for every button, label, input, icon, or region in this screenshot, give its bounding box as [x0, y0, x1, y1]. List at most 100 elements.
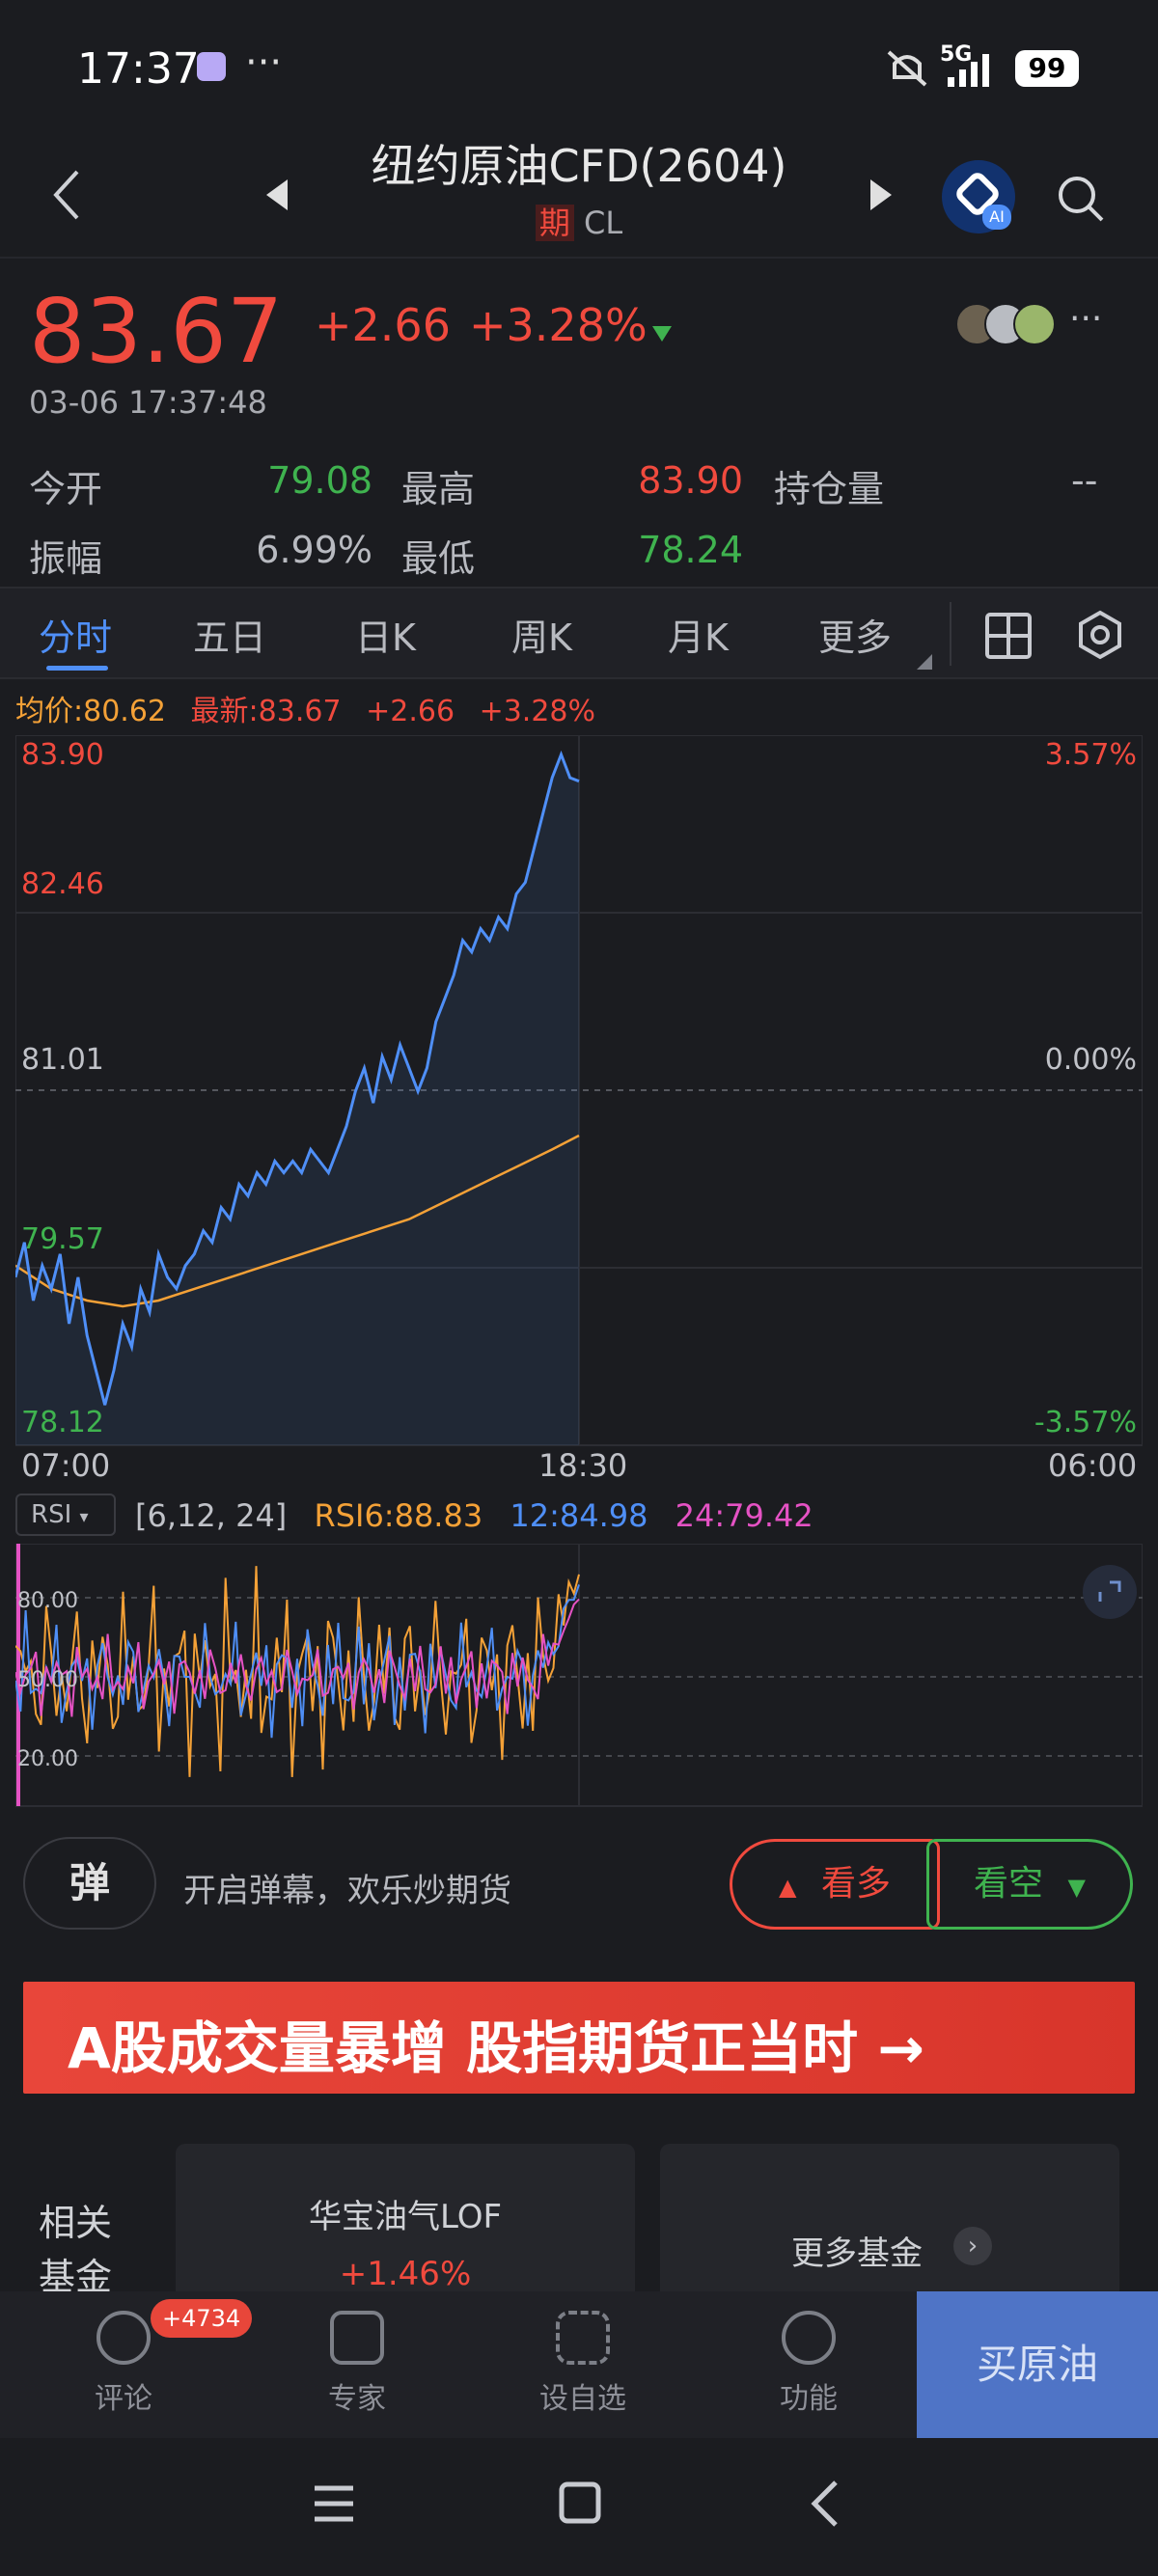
- stat-value-high: 83.90: [638, 459, 743, 502]
- menu-list-icon: [782, 2311, 836, 2365]
- rsi-level-label: 20.00: [17, 1747, 78, 1771]
- tab-weekly-k[interactable]: 周K: [511, 617, 572, 659]
- intraday-chart[interactable]: 83.90 82.46 81.01 79.57 78.12 3.57% 0.00…: [15, 735, 1143, 1449]
- danmu-icon: 弹: [69, 1859, 110, 1906]
- home-icon[interactable]: [558, 2480, 602, 2525]
- rsi24-value: 24:79.42: [675, 1497, 813, 1534]
- danmu-text: 开启弹幕，欢乐炒期货: [183, 1872, 511, 1910]
- price-area: [15, 754, 579, 1445]
- fund-name: 华宝油气LOF: [308, 2198, 503, 2236]
- rsi12-value: 12:84.98: [510, 1497, 648, 1534]
- related-funds-label: 相关基金: [39, 2202, 113, 2298]
- bull-label: 看多: [820, 1864, 891, 1904]
- settings-icon[interactable]: [1075, 610, 1125, 660]
- chevron-right-icon: ›: [953, 2227, 992, 2265]
- price-change: +2.66: [315, 299, 451, 351]
- rsi6-value: RSI6:88.83: [314, 1497, 483, 1534]
- ai-logo-icon: [956, 173, 999, 215]
- search-icon[interactable]: [1056, 174, 1106, 224]
- viewer-avatars[interactable]: [955, 303, 1062, 347]
- stat-label-amplitude: 振幅: [29, 537, 103, 580]
- app-notification-icon: [197, 52, 226, 81]
- next-contract-icon[interactable]: [867, 178, 896, 212]
- nav-experts[interactable]: 专家: [290, 2311, 425, 2417]
- bull-button[interactable]: ▲ 看多: [730, 1839, 940, 1930]
- indicator-select[interactable]: RSI ▾: [15, 1494, 116, 1536]
- back-icon[interactable]: [46, 166, 85, 224]
- header-title-block: 纽约原油CFD(2604) 期 CL: [290, 135, 868, 243]
- rsi-level-label: 50.00: [17, 1668, 78, 1692]
- avg-price-label: 均价:80.62: [15, 695, 166, 728]
- stat-label-open-interest: 持仓量: [774, 468, 885, 510]
- rsi-chart[interactable]: 80.00 50.00 20.00: [15, 1544, 1143, 1810]
- header: 纽约原油CFD(2604) 期 CL AI: [0, 135, 1158, 259]
- status-bar: 17:37 ··· 5G 99: [0, 0, 1158, 135]
- tab-intraday[interactable]: 分时: [39, 617, 113, 659]
- fund-change: +1.46%: [339, 2255, 472, 2293]
- battery-indicator: 99: [1015, 50, 1079, 87]
- y-label-top: 83.90: [21, 738, 104, 772]
- system-back-icon[interactable]: [807, 2479, 841, 2529]
- y-label-mid: 81.01: [21, 1043, 104, 1077]
- signal-icon: [948, 54, 989, 87]
- trend-arrow-icon: [652, 326, 672, 342]
- network-type: 5G: [940, 42, 973, 67]
- avg-price-line: [15, 1134, 580, 1308]
- tab-five-day[interactable]: 五日: [193, 617, 267, 659]
- y-label-upper: 82.46: [21, 867, 104, 901]
- nav-comments-label: 评论: [95, 2382, 152, 2416]
- comments-count-badge: +4734: [151, 2299, 253, 2338]
- indicator-select-label: RSI: [31, 1500, 72, 1529]
- stat-value-low: 78.24: [638, 529, 743, 571]
- latest-price-label: 最新:83.67: [190, 695, 342, 728]
- nav-comments[interactable]: 评论: [56, 2311, 191, 2417]
- promo-banner[interactable]: A股成交量暴增 股指期货正当时 →: [23, 1982, 1135, 2094]
- price-line: [15, 750, 580, 1406]
- page-title: 纽约原油CFD(2604): [371, 140, 787, 192]
- pct-label-bottom: -3.57%: [1034, 1406, 1137, 1439]
- bear-arrow-icon: ▼: [1067, 1874, 1086, 1901]
- nav-watchlist-label: 设自选: [539, 2382, 626, 2416]
- layout-grid-icon[interactable]: [984, 612, 1033, 660]
- rsi-values: [6,12, 24] RSI6:88.83 12:84.98 24:79.42: [135, 1497, 813, 1534]
- nav-functions[interactable]: 功能: [741, 2311, 876, 2417]
- nav-watchlist[interactable]: 设自选: [515, 2311, 650, 2417]
- ai-assistant-button[interactable]: AI: [942, 160, 1015, 233]
- symbol-code: CL: [584, 205, 623, 241]
- recent-apps-icon[interactable]: [311, 2482, 357, 2525]
- x-label-end: 06:00: [1048, 1447, 1138, 1484]
- tab-monthly-k[interactable]: 月K: [668, 617, 729, 659]
- bear-button[interactable]: 看空 ▼: [926, 1839, 1133, 1930]
- chart-info-line: 均价:80.62 最新:83.67 +2.66 +3.28%: [15, 687, 595, 729]
- tab-more[interactable]: 更多: [818, 617, 893, 659]
- watchlist-add-icon: [556, 2311, 610, 2365]
- stat-value-amplitude: 6.99%: [256, 529, 372, 571]
- avatar: [1013, 303, 1056, 345]
- buy-button[interactable]: 买原油: [917, 2291, 1158, 2438]
- pct-label-mid: 0.00%: [1045, 1043, 1137, 1077]
- rsi24-line: [15, 1598, 580, 1717]
- rsi12-line: [15, 1584, 580, 1739]
- pct-label-top: 3.57%: [1045, 738, 1137, 772]
- nav-functions-label: 功能: [780, 2382, 838, 2416]
- system-nav-bar: [0, 2438, 1158, 2576]
- tab-daily-k[interactable]: 日K: [355, 617, 416, 659]
- prev-contract-icon[interactable]: [262, 178, 291, 212]
- x-label-start: 07:00: [21, 1447, 111, 1484]
- y-label-lower: 79.57: [21, 1222, 104, 1256]
- status-time: 17:37: [77, 44, 200, 94]
- stat-label-low: 最低: [401, 537, 476, 580]
- y-label-bottom: 78.12: [21, 1406, 104, 1439]
- expand-icon[interactable]: [1083, 1565, 1137, 1619]
- more-menu-button[interactable]: ···: [1069, 299, 1103, 339]
- divider: [950, 602, 951, 666]
- latest-change-label: +2.66: [366, 695, 455, 728]
- stat-value-open-interest: --: [1071, 459, 1098, 502]
- comment-icon: [96, 2311, 151, 2365]
- bull-arrow-icon: ▲: [779, 1874, 797, 1901]
- latest-pct-label: +3.28%: [479, 695, 596, 728]
- stat-value-open: 79.08: [267, 459, 372, 502]
- futures-badge: 期: [535, 205, 574, 241]
- danmu-toggle-button[interactable]: 弹: [23, 1837, 156, 1930]
- more-funds-label: 更多基金: [791, 2234, 923, 2273]
